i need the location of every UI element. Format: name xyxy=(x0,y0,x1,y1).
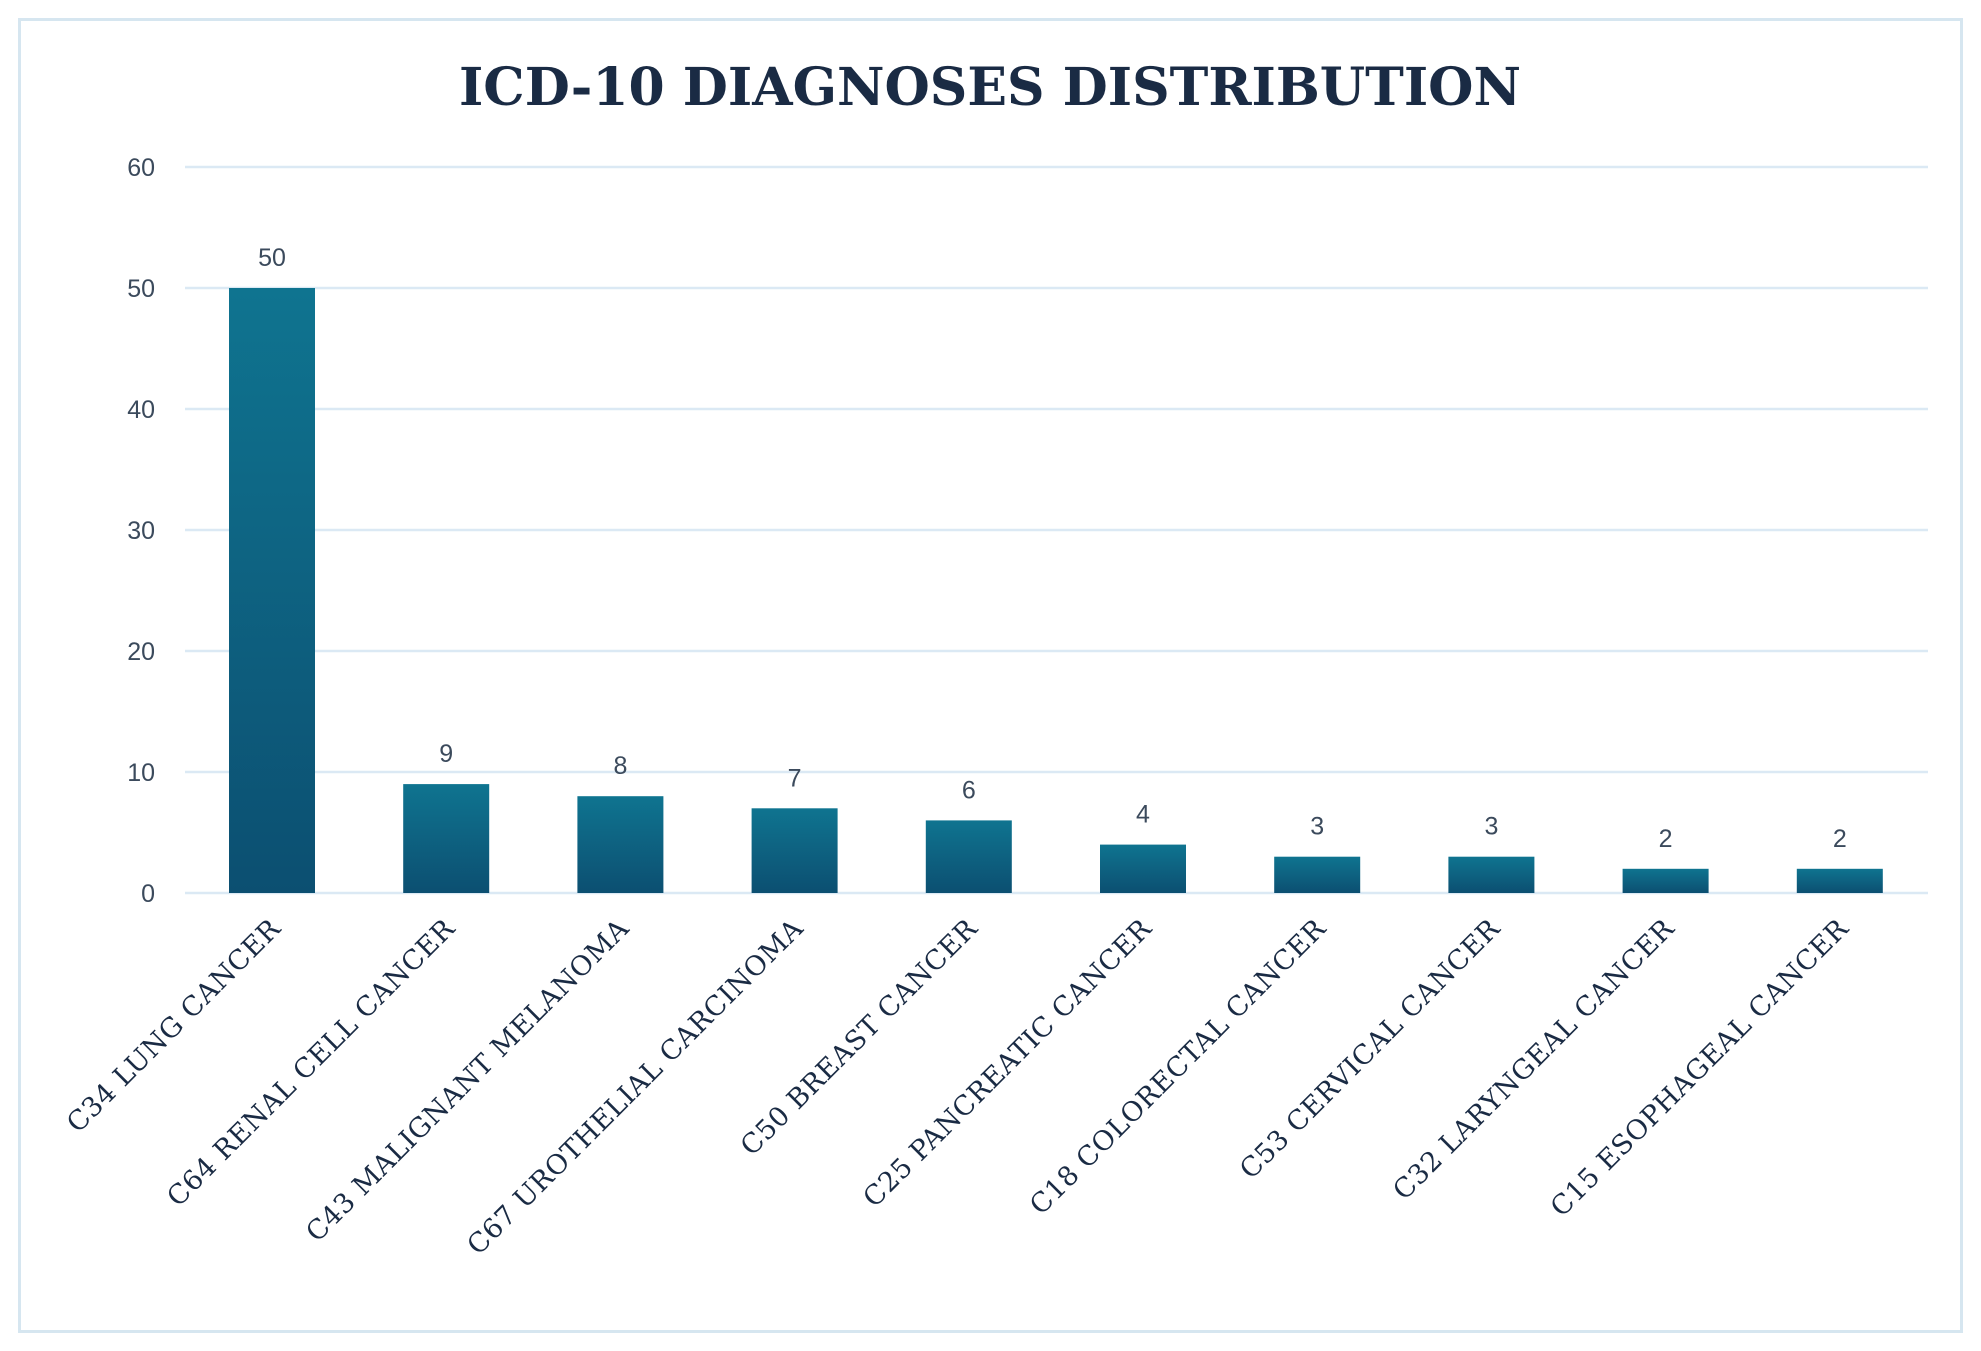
bar xyxy=(1448,856,1535,893)
y-tick-label: 20 xyxy=(127,638,155,666)
y-tick-label: 30 xyxy=(127,517,155,545)
data-label: 9 xyxy=(439,740,453,768)
data-label: 50 xyxy=(258,244,286,272)
x-tick-label: C32 LARYNGEAL CANCER xyxy=(1387,913,1680,1206)
x-tick-label: C43 MALIGNANT MELANOMA xyxy=(300,913,635,1248)
x-tick-label: C64 RENAL CELL CANCER xyxy=(161,913,461,1213)
bar xyxy=(1274,856,1361,893)
bar xyxy=(577,796,664,893)
chart-title: ICD-10 DIAGNOSES DISTRIBUTION xyxy=(459,57,1521,118)
x-tick-label: C25 PANCREATIC CANCER xyxy=(857,913,1158,1214)
bar xyxy=(925,820,1012,893)
x-tick-label: C18 COLORECTAL CANCER xyxy=(1024,913,1332,1221)
chart-frame xyxy=(18,18,1963,1333)
y-tick-label: 50 xyxy=(127,275,155,303)
y-axis: 0 10 20 30 40 50 60 xyxy=(127,154,155,908)
y-tick-label: 40 xyxy=(127,396,155,424)
data-label: 6 xyxy=(962,776,976,804)
data-label: 8 xyxy=(613,752,627,780)
x-tick-label: C15 ESOPHAGEAL CANCER xyxy=(1545,913,1855,1223)
data-label: 2 xyxy=(1659,825,1673,853)
y-tick-label: 60 xyxy=(127,154,155,182)
data-label: 2 xyxy=(1833,825,1847,853)
data-label: 7 xyxy=(788,764,802,792)
y-tick-label: 0 xyxy=(141,880,155,908)
data-label: 3 xyxy=(1310,813,1324,841)
bar xyxy=(1796,868,1883,893)
bar xyxy=(403,784,490,893)
data-label: 3 xyxy=(1484,813,1498,841)
x-tick-label: C67 UROTHELIAL CARCINOMA xyxy=(461,913,809,1261)
bar xyxy=(751,808,838,893)
bars xyxy=(229,288,1883,893)
y-tick-label: 10 xyxy=(127,759,155,787)
data-labels: 50 9 8 7 6 4 3 3 2 2 xyxy=(258,244,1847,853)
bar xyxy=(1622,868,1709,893)
bar xyxy=(1100,844,1186,893)
bar xyxy=(229,288,315,893)
data-label: 4 xyxy=(1136,801,1150,829)
